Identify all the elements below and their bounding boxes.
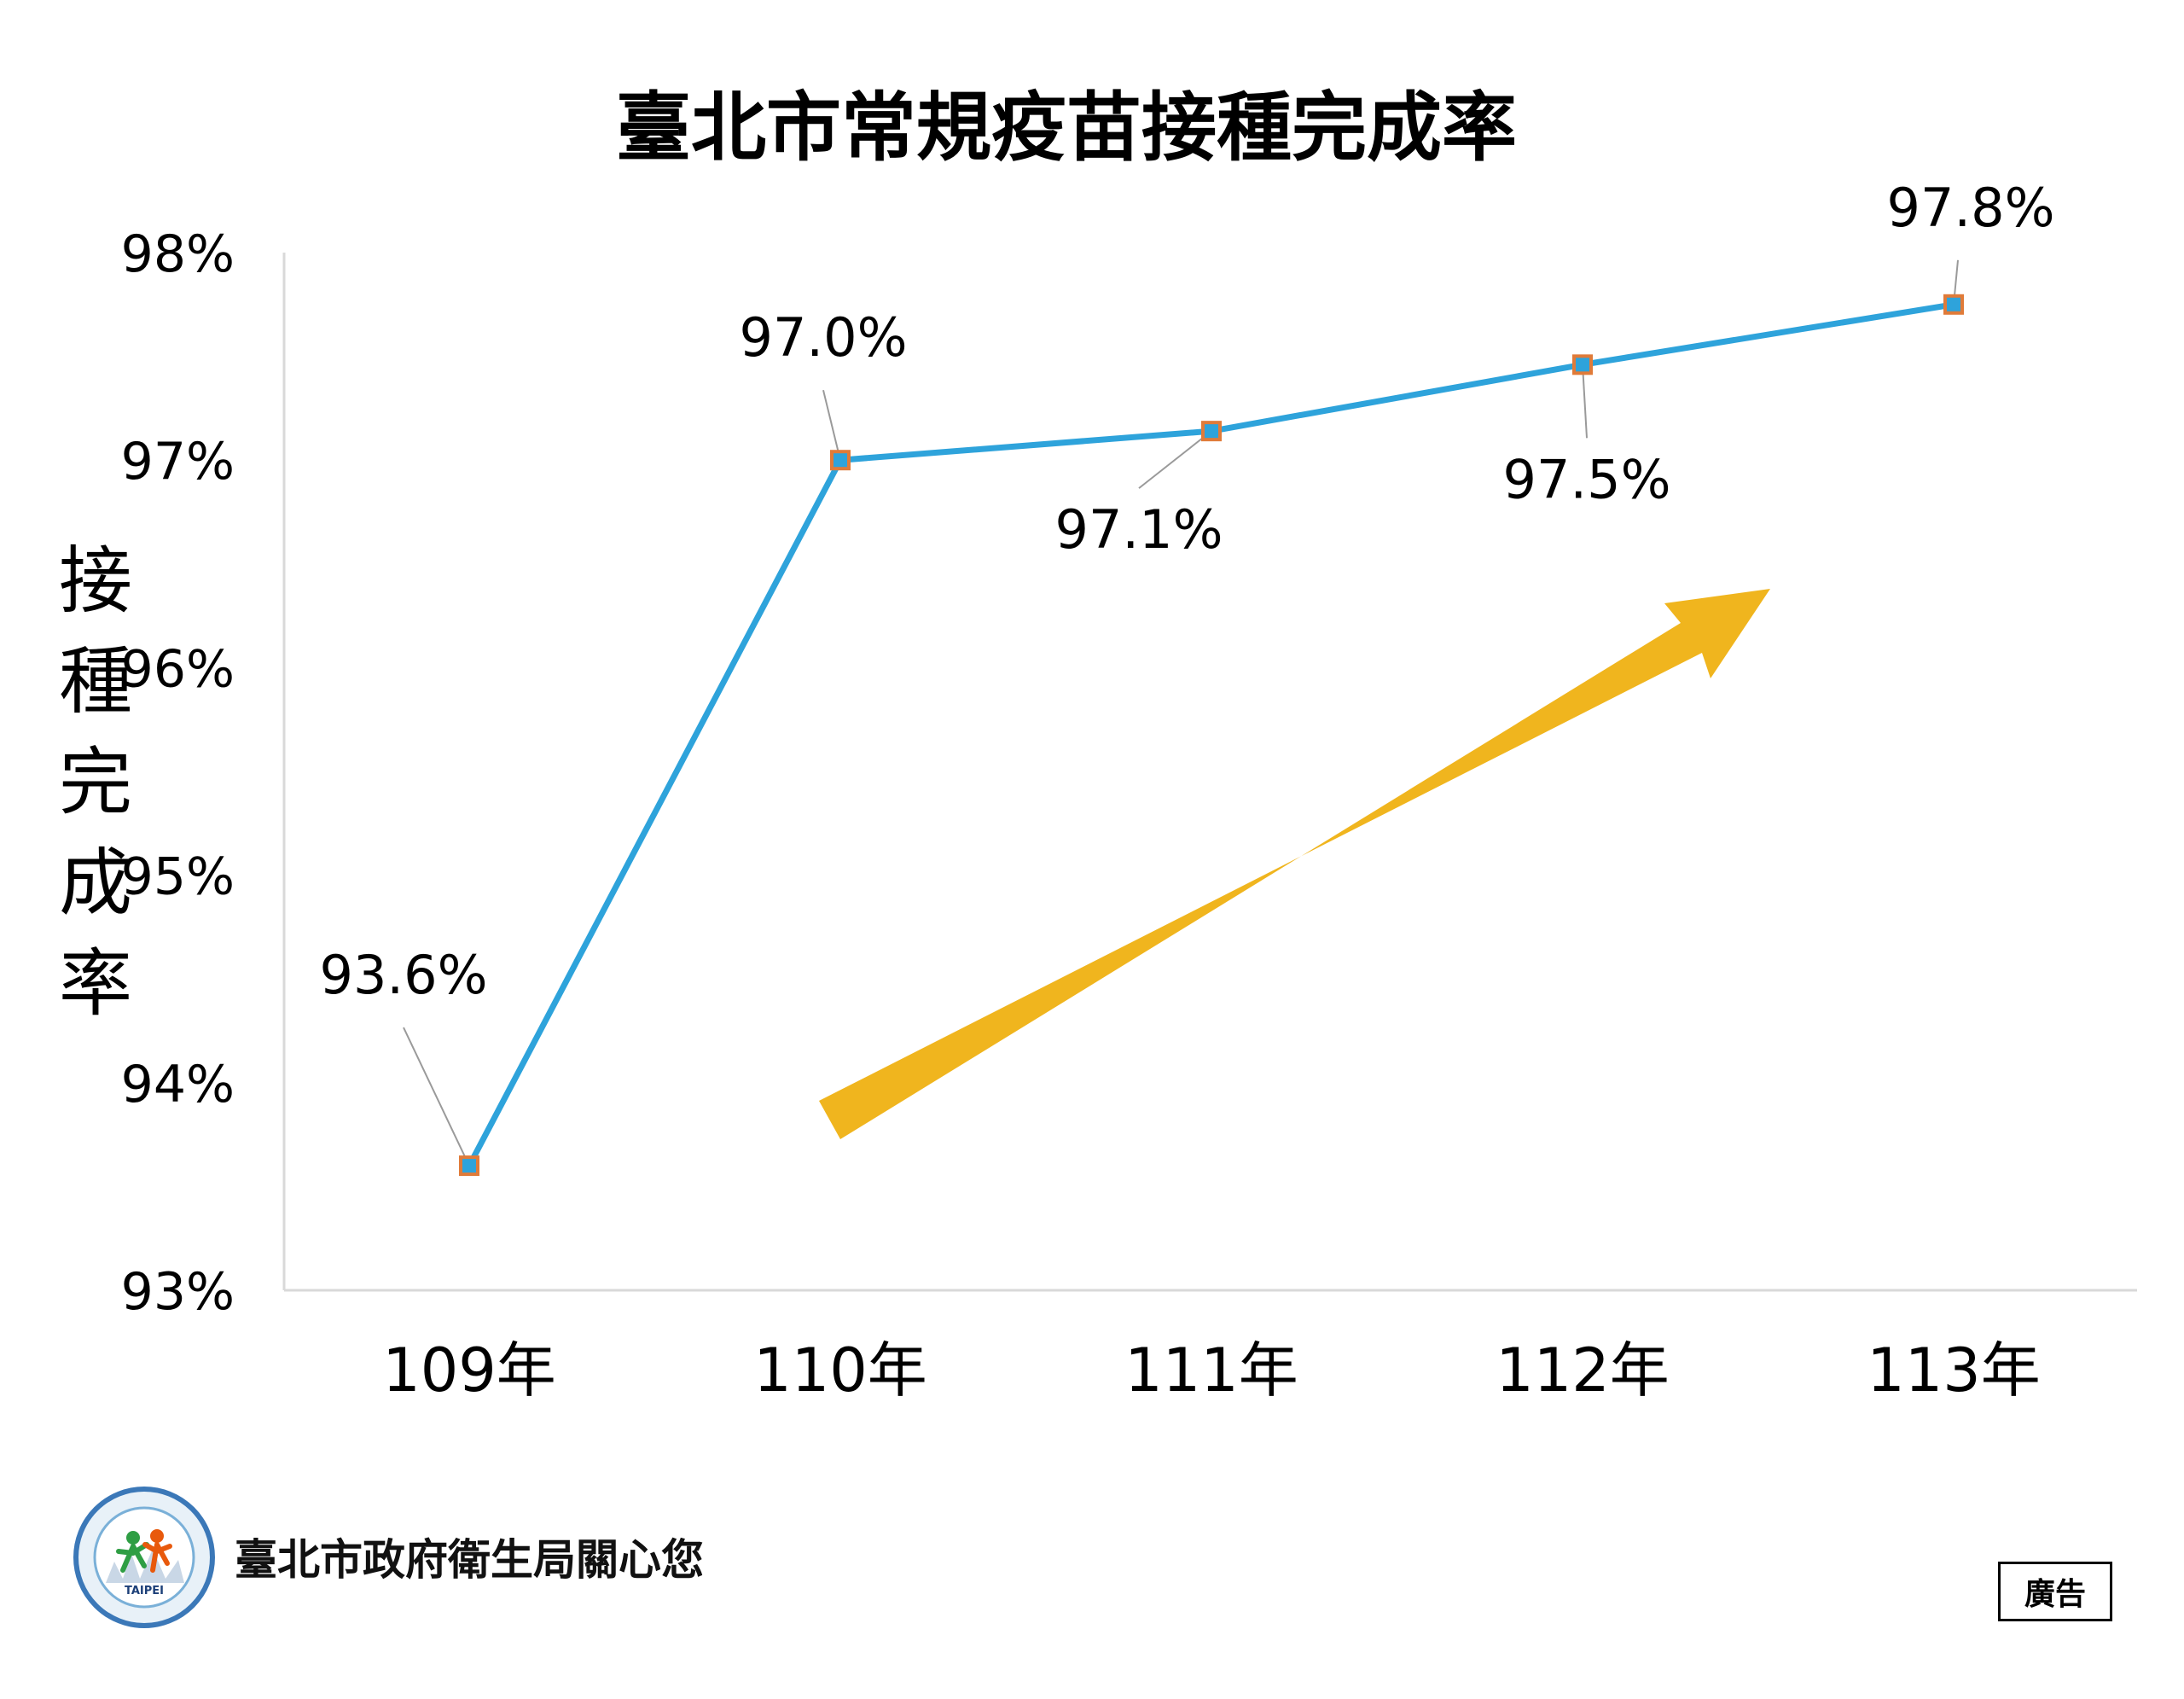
data-point-marker bbox=[1201, 421, 1222, 442]
data-point-marker bbox=[830, 450, 851, 471]
data-label-leader bbox=[1582, 364, 1588, 439]
x-tick-label: 111年 bbox=[1124, 1335, 1298, 1405]
data-label-leader bbox=[403, 1027, 470, 1167]
data-label: 97.5% bbox=[1503, 448, 1671, 510]
y-tick-labels: 93% 94% 95% 96% 97% 98% bbox=[121, 224, 235, 1322]
x-tick-label: 113年 bbox=[1867, 1335, 2041, 1405]
y-tick-label: 97% bbox=[121, 432, 235, 492]
chart-title: 臺北市常規疫苗接種完成率 bbox=[616, 84, 1517, 172]
data-label: 97.0% bbox=[740, 306, 908, 369]
data-point-marker bbox=[459, 1155, 479, 1177]
health-department-logo: TAIPEI bbox=[73, 1487, 215, 1628]
trend-arrow-annotation bbox=[819, 589, 1770, 1139]
data-label-leader-lines bbox=[403, 259, 1959, 1167]
footer-message: 臺北市政府衛生局關心您 bbox=[235, 1535, 704, 1585]
data-label: 97.1% bbox=[1055, 498, 1223, 561]
x-tick-label: 109年 bbox=[382, 1335, 556, 1405]
data-point-marker bbox=[1943, 294, 1964, 315]
series-markers bbox=[459, 294, 1964, 1177]
data-label-leader bbox=[1138, 430, 1212, 489]
y-tick-label: 95% bbox=[121, 847, 235, 907]
svg-text:TAIPEI: TAIPEI bbox=[125, 1585, 164, 1597]
y-tick-label: 93% bbox=[121, 1262, 235, 1322]
x-tick-label: 110年 bbox=[753, 1335, 927, 1405]
data-labels: 93.6% 97.0% 97.1% 97.5% 97.8% bbox=[320, 177, 2055, 1006]
y-axis-label: 接種完成率 bbox=[59, 538, 132, 1027]
y-tick-label: 98% bbox=[121, 224, 235, 284]
x-tick-labels: 109年 110年 111年 112年 113年 bbox=[382, 1335, 2041, 1405]
data-label: 93.6% bbox=[320, 944, 488, 1006]
ad-badge: 廣告 bbox=[1998, 1562, 2112, 1621]
x-tick-label: 112年 bbox=[1496, 1335, 1670, 1405]
y-tick-label: 94% bbox=[121, 1055, 235, 1114]
y-tick-label: 96% bbox=[121, 639, 235, 699]
data-label-leader bbox=[822, 389, 841, 461]
data-label: 97.8% bbox=[1887, 177, 2055, 239]
data-point-marker bbox=[1572, 354, 1593, 375]
